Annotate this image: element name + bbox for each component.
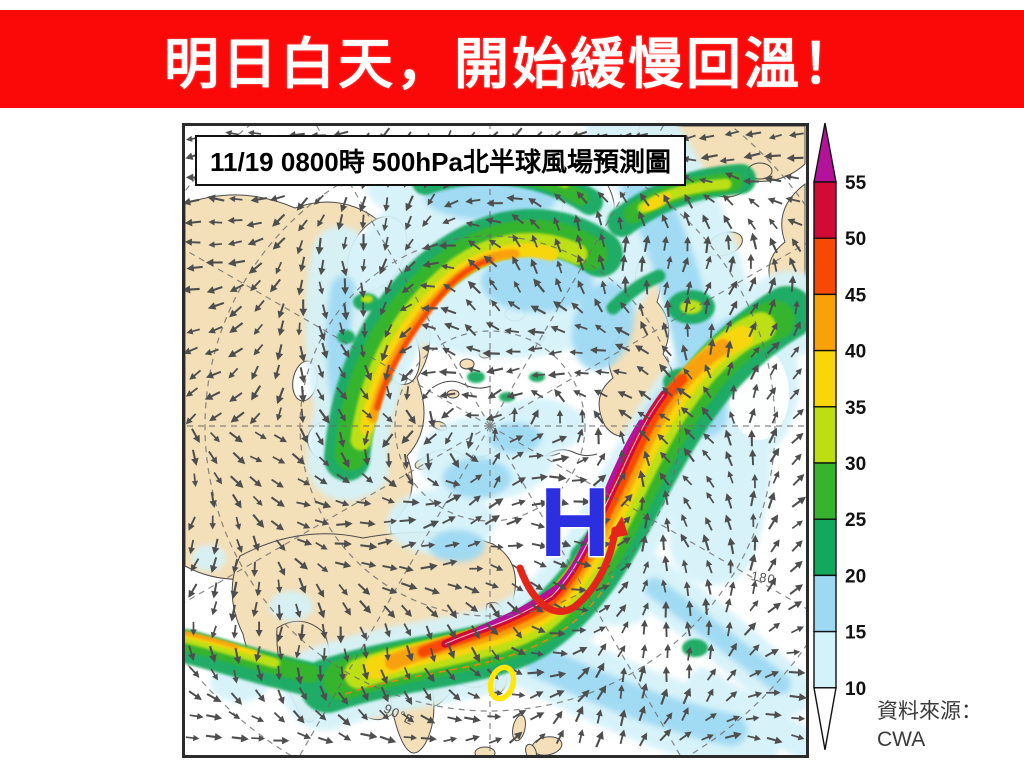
svg-text:30: 30: [845, 454, 866, 475]
jet-dashed-contour: [344, 575, 614, 695]
headline-banner: 明日白天，開始緩慢回溫！: [0, 10, 1024, 108]
flow-arrow: [516, 516, 628, 615]
data-source: 資料來源： CWA: [877, 698, 1017, 755]
svg-text:10: 10: [845, 679, 866, 700]
windspeed-colorbar: 55 50 45 40 35 30 25 20 15 10: [813, 122, 867, 750]
svg-text:25: 25: [845, 510, 867, 531]
svg-text:50: 50: [845, 229, 866, 250]
svg-text:15: 15: [845, 623, 867, 644]
data-source-label: 資料來源：: [877, 700, 982, 723]
svg-text:20: 20: [845, 566, 866, 587]
high-pressure-label: H: [540, 467, 611, 577]
hemisphere-wind-map: 90°W 180 90°E H: [185, 126, 806, 755]
headline-title: 明日白天，開始緩慢回溫！: [163, 33, 860, 95]
forecast-map-panel: 90°W 180 90°E H 11/19 0800時 500hPa北半球風場預…: [182, 123, 809, 758]
svg-text:45: 45: [845, 285, 867, 306]
map-title: 11/19 0800時 500hPa北半球風場預測圖: [195, 135, 686, 186]
windspeed-55-plus-jet-core: [476, 419, 644, 632]
svg-text:35: 35: [845, 398, 867, 419]
data-source-name: CWA: [877, 728, 926, 752]
svg-text:40: 40: [845, 342, 866, 363]
taiwan-highlight-circle: [487, 664, 517, 702]
svg-text:55: 55: [845, 173, 867, 194]
